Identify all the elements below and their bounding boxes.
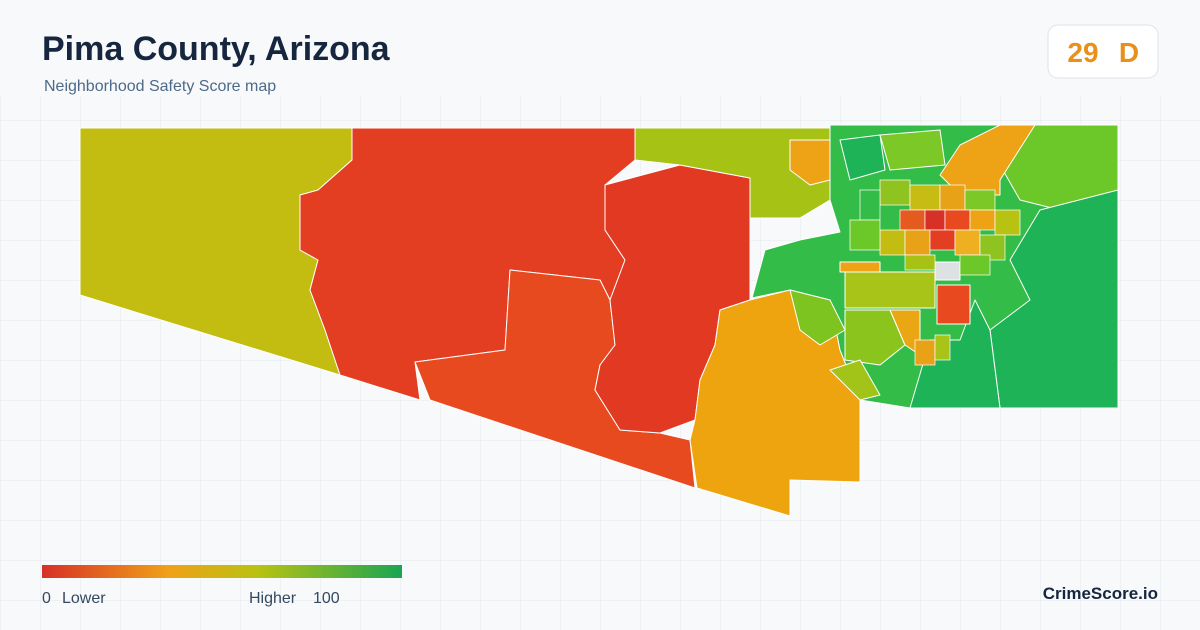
tract bbox=[859, 189, 881, 221]
legend-max: 100 bbox=[313, 590, 340, 607]
legend-min: 0 bbox=[42, 590, 51, 607]
region bbox=[789, 289, 846, 346]
legend-min-label: Lower bbox=[62, 590, 106, 607]
region bbox=[839, 261, 881, 273]
tract bbox=[959, 254, 991, 276]
tract bbox=[994, 209, 1021, 236]
tract bbox=[929, 229, 956, 251]
tract bbox=[849, 219, 881, 251]
score-badge bbox=[1047, 24, 1159, 79]
tract bbox=[924, 209, 946, 231]
region bbox=[844, 309, 906, 366]
region bbox=[789, 139, 831, 186]
brand: CrimeScore.io bbox=[1043, 584, 1158, 603]
legend-max-label: Higher bbox=[249, 590, 297, 607]
tract bbox=[944, 209, 971, 231]
tract bbox=[969, 209, 996, 231]
grade: D bbox=[1119, 37, 1139, 68]
legend-gradient bbox=[42, 565, 402, 578]
tract bbox=[879, 229, 906, 256]
tract bbox=[914, 339, 936, 366]
region bbox=[879, 129, 946, 171]
region bbox=[934, 261, 961, 281]
title: Pima County, Arizona bbox=[42, 30, 391, 68]
subtitle: Neighborhood Safety Score map bbox=[44, 78, 276, 95]
tract bbox=[909, 184, 941, 211]
tract bbox=[964, 189, 996, 211]
region bbox=[844, 271, 936, 309]
tract bbox=[934, 334, 951, 361]
tract bbox=[904, 229, 931, 256]
tract bbox=[879, 179, 911, 206]
region bbox=[829, 359, 881, 401]
region bbox=[839, 134, 886, 181]
score: 29 bbox=[1067, 37, 1098, 68]
tract bbox=[904, 254, 936, 271]
region bbox=[594, 164, 751, 434]
city-tracts bbox=[849, 179, 1021, 366]
tract bbox=[939, 184, 966, 211]
tract bbox=[954, 229, 981, 256]
tract bbox=[899, 209, 926, 231]
region bbox=[936, 284, 971, 325]
